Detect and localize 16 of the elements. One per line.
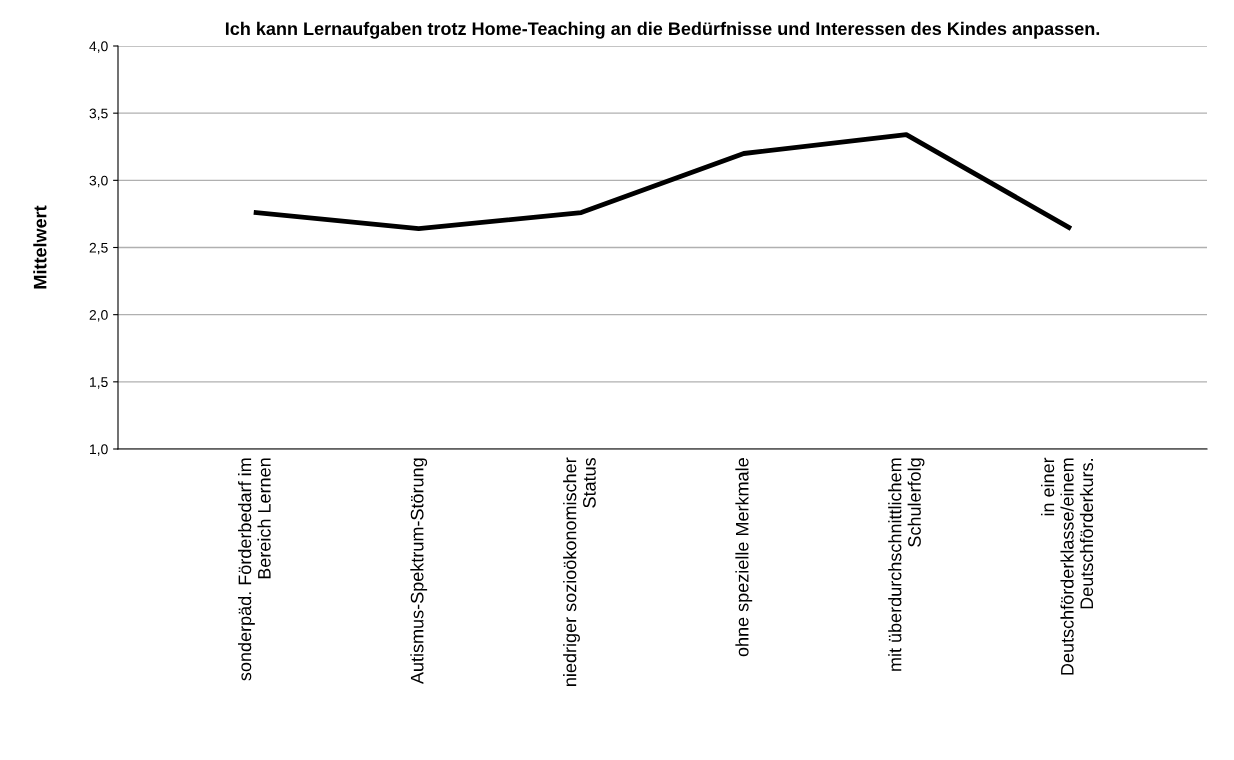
y-tick-label: 3,0	[89, 175, 108, 188]
y-tick-label: 1,0	[90, 444, 108, 456]
x-tick-label: Autismus-Spektrum-Störung	[410, 458, 428, 685]
y-tick-label: 2,5	[89, 242, 108, 255]
y-tick-label: 2,0	[89, 310, 108, 322]
y-axis-title: Mittelwert	[33, 205, 47, 289]
y-tick-label: 1,5	[90, 377, 108, 389]
line-series	[253, 132, 1072, 232]
x-tick-label: sonderpäd. Förderbedarf im Bereich Lernen	[238, 458, 271, 681]
chart-title: Ich kann Lernaufgaben trotz Home-Teaching an die Bedürfnisse und Interessen des Kindes anpassen.	[225, 21, 1100, 39]
x-tick-label: in einer Deutschförderklasse/einem Deutschförderkurs.	[1040, 457, 1094, 675]
y-tick-label: 3,5	[89, 108, 108, 120]
x-tick-label: mit überdurchschnittlichem Schulerfolg	[888, 458, 925, 671]
y-tick-label: 4,0	[89, 41, 108, 53]
x-tick-label: niedriger sozioökonomischer Status	[563, 457, 596, 686]
x-tick-label: ohne spezielle Merkmale	[735, 458, 753, 657]
